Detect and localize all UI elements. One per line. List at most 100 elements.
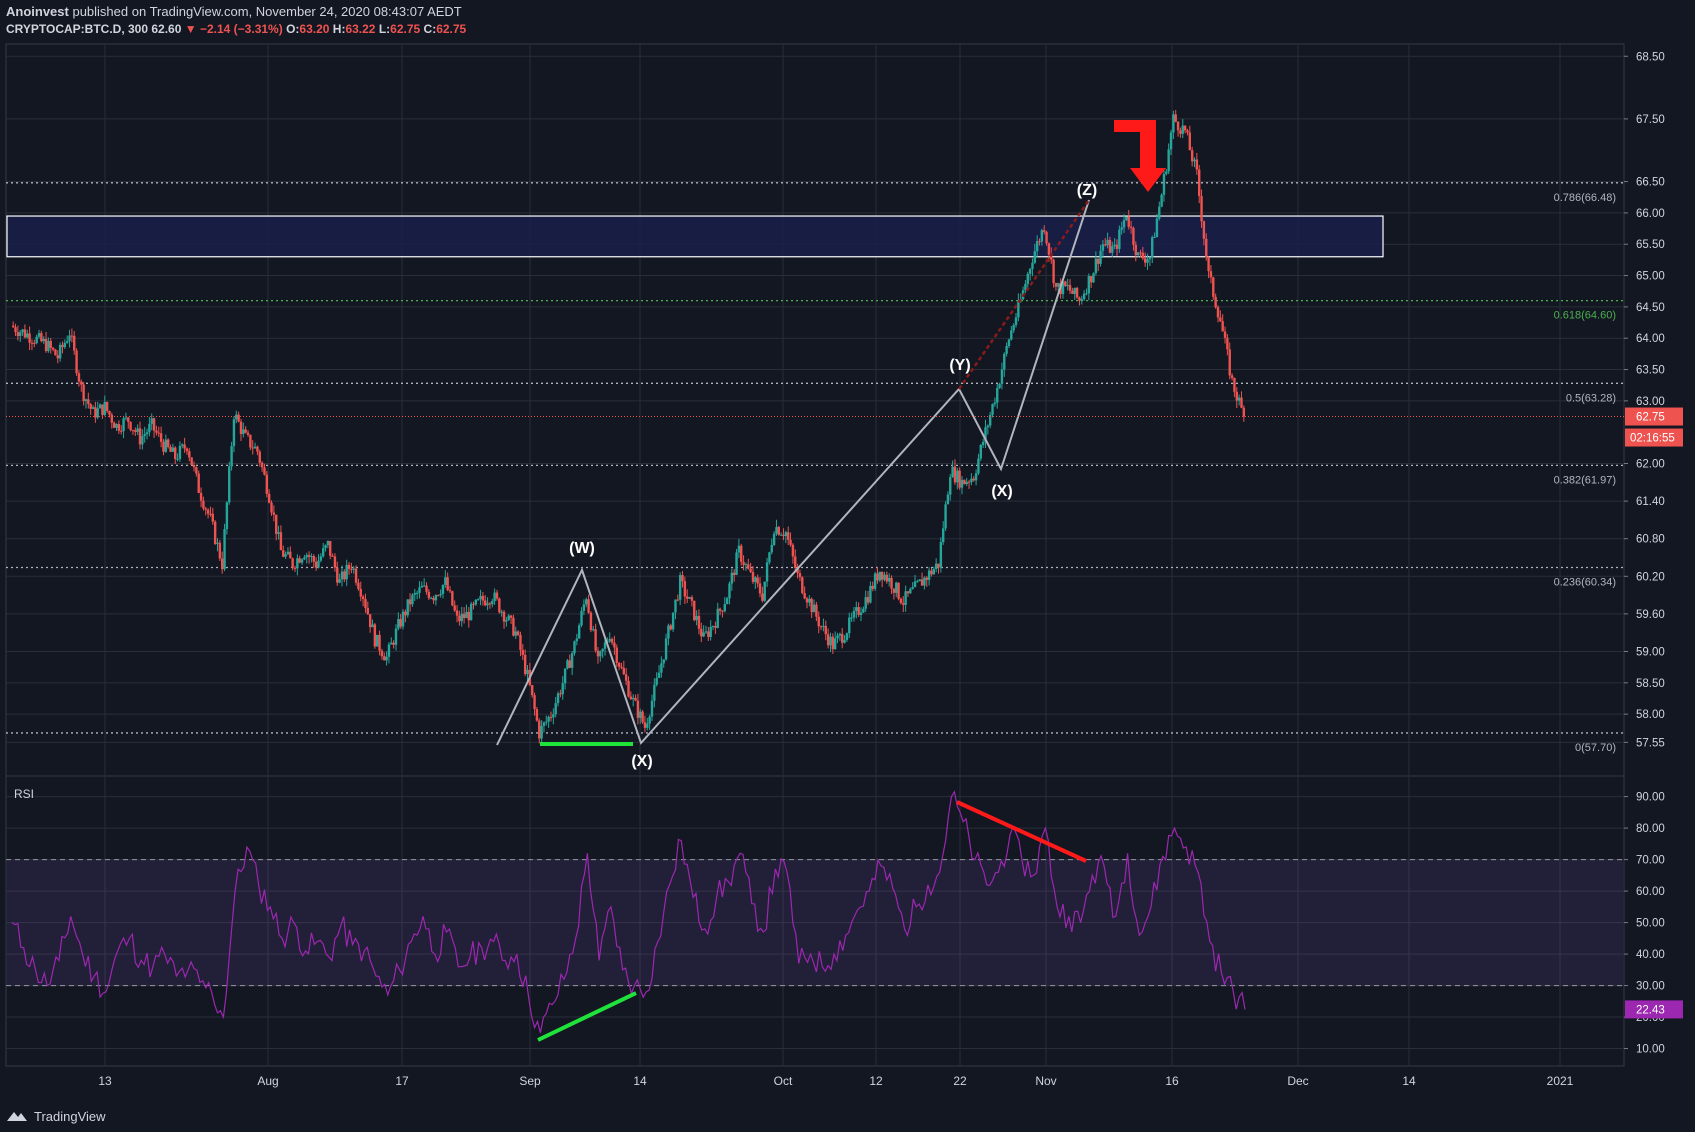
candle-body [902, 603, 905, 605]
candle-body [277, 532, 280, 534]
candle-body [934, 563, 938, 569]
candle-body [531, 685, 534, 696]
candle-body [653, 684, 656, 701]
candle-body [1042, 230, 1046, 232]
candle-body [176, 458, 179, 460]
candle-body [1035, 241, 1039, 252]
candle-body [700, 628, 703, 637]
candle-body [575, 638, 579, 642]
candle-body [1209, 271, 1213, 278]
high-label: H: [332, 22, 346, 36]
candle-body [298, 558, 301, 563]
candle-body [105, 401, 109, 411]
candle-body [218, 542, 222, 559]
candle-body [251, 447, 254, 449]
candle-body [1228, 349, 1231, 376]
candle-body [183, 444, 186, 449]
candle-body [906, 591, 910, 594]
candle-body [887, 577, 891, 582]
candle-body [37, 333, 41, 337]
candle-body [681, 575, 684, 582]
fib-label: 0.382(61.97) [1554, 474, 1616, 486]
candle-body [808, 598, 811, 603]
open-label: O: [286, 22, 300, 36]
candle-body [714, 626, 717, 628]
candle-body [70, 335, 74, 337]
candle-body [289, 551, 292, 559]
candle-body [134, 430, 137, 432]
candle-body [256, 446, 259, 452]
low-value: 62.75 [390, 22, 421, 36]
candle-body [239, 421, 243, 435]
candle-body [171, 447, 175, 452]
candle-body [951, 466, 954, 478]
candle-body [580, 610, 583, 626]
candle-body [1113, 244, 1116, 247]
candle-body [166, 439, 170, 447]
publish-info: published on TradingView.com, November 2… [72, 4, 462, 19]
candle-body [1221, 321, 1224, 332]
candle-body [1240, 397, 1243, 408]
candle-body [1106, 239, 1109, 246]
candle-body [779, 534, 783, 536]
candle-body [514, 631, 517, 636]
candle-body [895, 582, 898, 593]
candle-body [819, 626, 823, 628]
candle-body [159, 433, 163, 442]
candle-body [230, 446, 233, 467]
candle-body [373, 624, 377, 647]
candle-body [65, 341, 69, 343]
candle-body [1235, 391, 1238, 401]
candle-body [587, 599, 590, 613]
candle-body [1038, 241, 1041, 243]
candle-body [636, 700, 640, 718]
candle-body [1005, 345, 1008, 354]
candle-body [1014, 317, 1018, 326]
candle-body [775, 527, 778, 534]
candle-body [387, 644, 391, 657]
candle-body [1122, 219, 1126, 228]
candle-body [505, 619, 508, 622]
candle-body [444, 577, 447, 585]
candle-body [275, 514, 278, 534]
candle-body [120, 430, 123, 432]
candle-body [432, 597, 435, 601]
candle-body [538, 720, 541, 739]
candle-body [314, 561, 318, 568]
author-name[interactable]: Anoinvest [6, 4, 69, 19]
candle-body [357, 582, 360, 589]
candle-body [404, 611, 407, 616]
candle-body [112, 422, 116, 428]
price-tick-label: 65.50 [1636, 239, 1665, 251]
rsi-band [6, 859, 1624, 987]
candle-body [305, 555, 308, 558]
candle-body [211, 513, 215, 522]
rsi-axis: 90.0080.0070.0060.0050.0040.0030.0020.00… [1624, 792, 1683, 1056]
candle-body [1165, 171, 1168, 174]
candle-body [613, 642, 616, 648]
candle-body [749, 568, 752, 573]
tradingview-logo-icon [7, 1112, 27, 1121]
candle-body [873, 573, 877, 589]
wave-structure: (W) (X) (Y) (X) (Z) [6, 182, 1624, 770]
symbol-label[interactable]: CRYPTOCAP:BTC.D, 300 [6, 22, 149, 36]
candle-body [1024, 284, 1027, 291]
candle-body [185, 448, 189, 452]
candle-body [476, 599, 480, 601]
candle-body [192, 464, 196, 468]
candle-body [1174, 114, 1177, 122]
candle-body [552, 714, 555, 718]
candle-body [1179, 130, 1182, 134]
candle-body [763, 581, 766, 601]
candle-body [831, 636, 835, 650]
candle-body [979, 444, 982, 459]
candle-body [345, 564, 348, 580]
candle-body [77, 373, 81, 382]
price-tick-label: 64.50 [1636, 302, 1665, 314]
candle-body [1136, 252, 1140, 256]
tradingview-brand: TradingView [34, 1108, 106, 1124]
candle-body [270, 502, 273, 513]
candle-body [1129, 226, 1133, 228]
candle-body [265, 474, 269, 494]
